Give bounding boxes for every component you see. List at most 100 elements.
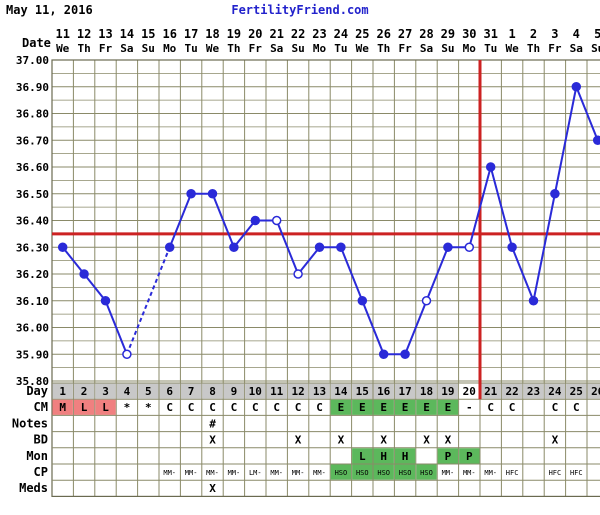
y-tick-left: 36.00 — [16, 322, 49, 335]
bd-value: X — [445, 434, 452, 447]
day-number: 16 — [377, 385, 391, 398]
temp-point — [508, 243, 516, 251]
cm-value: E — [338, 401, 345, 414]
date-number: 17 — [184, 27, 198, 41]
row-label-left-cm: CM — [34, 400, 48, 414]
date-weekday: Mo — [313, 42, 327, 55]
site-name[interactable]: FertilityFriend.com — [231, 3, 368, 17]
cm-value: C — [252, 401, 259, 414]
date-weekday: Su — [142, 42, 155, 55]
date-number: 11 — [55, 27, 69, 41]
day-number: 18 — [420, 385, 433, 398]
day-number: 25 — [570, 385, 583, 398]
row-label-left-bd: BD — [34, 433, 48, 447]
y-tick-left: 36.90 — [16, 81, 49, 94]
temp-point — [273, 217, 281, 225]
cp-value: MM- — [185, 469, 198, 477]
date-number: 5 — [594, 27, 600, 41]
row-label-left-meds: Meds — [19, 481, 48, 495]
day-number: 6 — [166, 385, 173, 398]
cp-value: MM- — [292, 469, 305, 477]
temp-point — [423, 297, 431, 305]
date-number: 21 — [269, 27, 283, 41]
mon-value: H — [402, 450, 409, 463]
date-number: 28 — [419, 27, 433, 41]
row-label-left-day: Day — [26, 384, 48, 398]
date-number: 22 — [291, 27, 305, 41]
cp-value: HSO — [399, 469, 412, 477]
y-tick-left: 36.30 — [16, 241, 49, 254]
day-number: 3 — [102, 385, 109, 398]
cp-value: HSO — [377, 469, 390, 477]
cp-value: HSO — [335, 469, 348, 477]
cm-value: L — [81, 401, 88, 414]
date-weekday: Fr — [398, 42, 412, 55]
date-number: 15 — [141, 27, 155, 41]
day-number: 5 — [145, 385, 152, 398]
cp-value: MM- — [442, 469, 455, 477]
date-weekday: Sa — [120, 42, 133, 55]
temp-point — [551, 190, 559, 198]
day-number: 17 — [398, 385, 411, 398]
day-number: 22 — [505, 385, 518, 398]
cm-value: C — [552, 401, 559, 414]
bd-value: X — [552, 434, 559, 447]
cm-value: C — [209, 401, 216, 414]
day-number: 8 — [209, 385, 216, 398]
day-number: 26 — [591, 385, 600, 398]
day-number: 9 — [231, 385, 238, 398]
cp-value: MM- — [313, 469, 326, 477]
temp-point — [294, 270, 302, 278]
date-weekday: Su — [591, 42, 600, 55]
temp-point — [465, 243, 473, 251]
bd-value: X — [338, 434, 345, 447]
header-date: May 11, 2016 — [6, 3, 93, 17]
cm-value: L — [102, 401, 109, 414]
date-weekday: Su — [291, 42, 304, 55]
temp-point — [251, 217, 259, 225]
cp-value: HFC — [506, 469, 519, 477]
date-number: 3 — [551, 27, 558, 41]
cp-value: HSO — [356, 469, 369, 477]
row-label-left-notes: Notes — [12, 416, 48, 430]
day-number: 19 — [441, 385, 454, 398]
bd-value: X — [380, 434, 387, 447]
cp-value: LM- — [249, 469, 262, 477]
cm-value: E — [359, 401, 366, 414]
date-number: 27 — [398, 27, 412, 41]
cp-value: MM- — [206, 469, 219, 477]
day-number: 20 — [463, 385, 476, 398]
bd-value: X — [423, 434, 430, 447]
date-number: 23 — [312, 27, 326, 41]
date-weekday: Sa — [420, 42, 433, 55]
day-number: 24 — [548, 385, 562, 398]
date-number: 14 — [120, 27, 134, 41]
date-number: 12 — [77, 27, 91, 41]
date-weekday: We — [56, 42, 70, 55]
notes-value: # — [209, 417, 216, 430]
temp-point — [401, 350, 409, 358]
temp-point — [487, 163, 495, 171]
date-number: 2 — [530, 27, 537, 41]
date-weekday: Fr — [99, 42, 113, 55]
date-weekday: Th — [377, 42, 390, 55]
y-tick-left: 36.70 — [16, 134, 49, 147]
cm-value: C — [166, 401, 173, 414]
day-number: 4 — [124, 385, 131, 398]
mon-value: P — [466, 450, 473, 463]
date-number: 16 — [162, 27, 176, 41]
mon-value: L — [359, 450, 366, 463]
row-label-left-cp: CP — [34, 465, 48, 479]
cp-value: MM- — [270, 469, 283, 477]
date-weekday: We — [505, 42, 519, 55]
date-weekday: Th — [527, 42, 540, 55]
temp-point — [102, 297, 110, 305]
date-number: 29 — [441, 27, 455, 41]
y-tick-left: 36.80 — [16, 108, 49, 121]
date-weekday: Tu — [184, 42, 197, 55]
day-number: 11 — [270, 385, 284, 398]
cm-value: * — [124, 401, 131, 414]
day-number: 2 — [81, 385, 88, 398]
